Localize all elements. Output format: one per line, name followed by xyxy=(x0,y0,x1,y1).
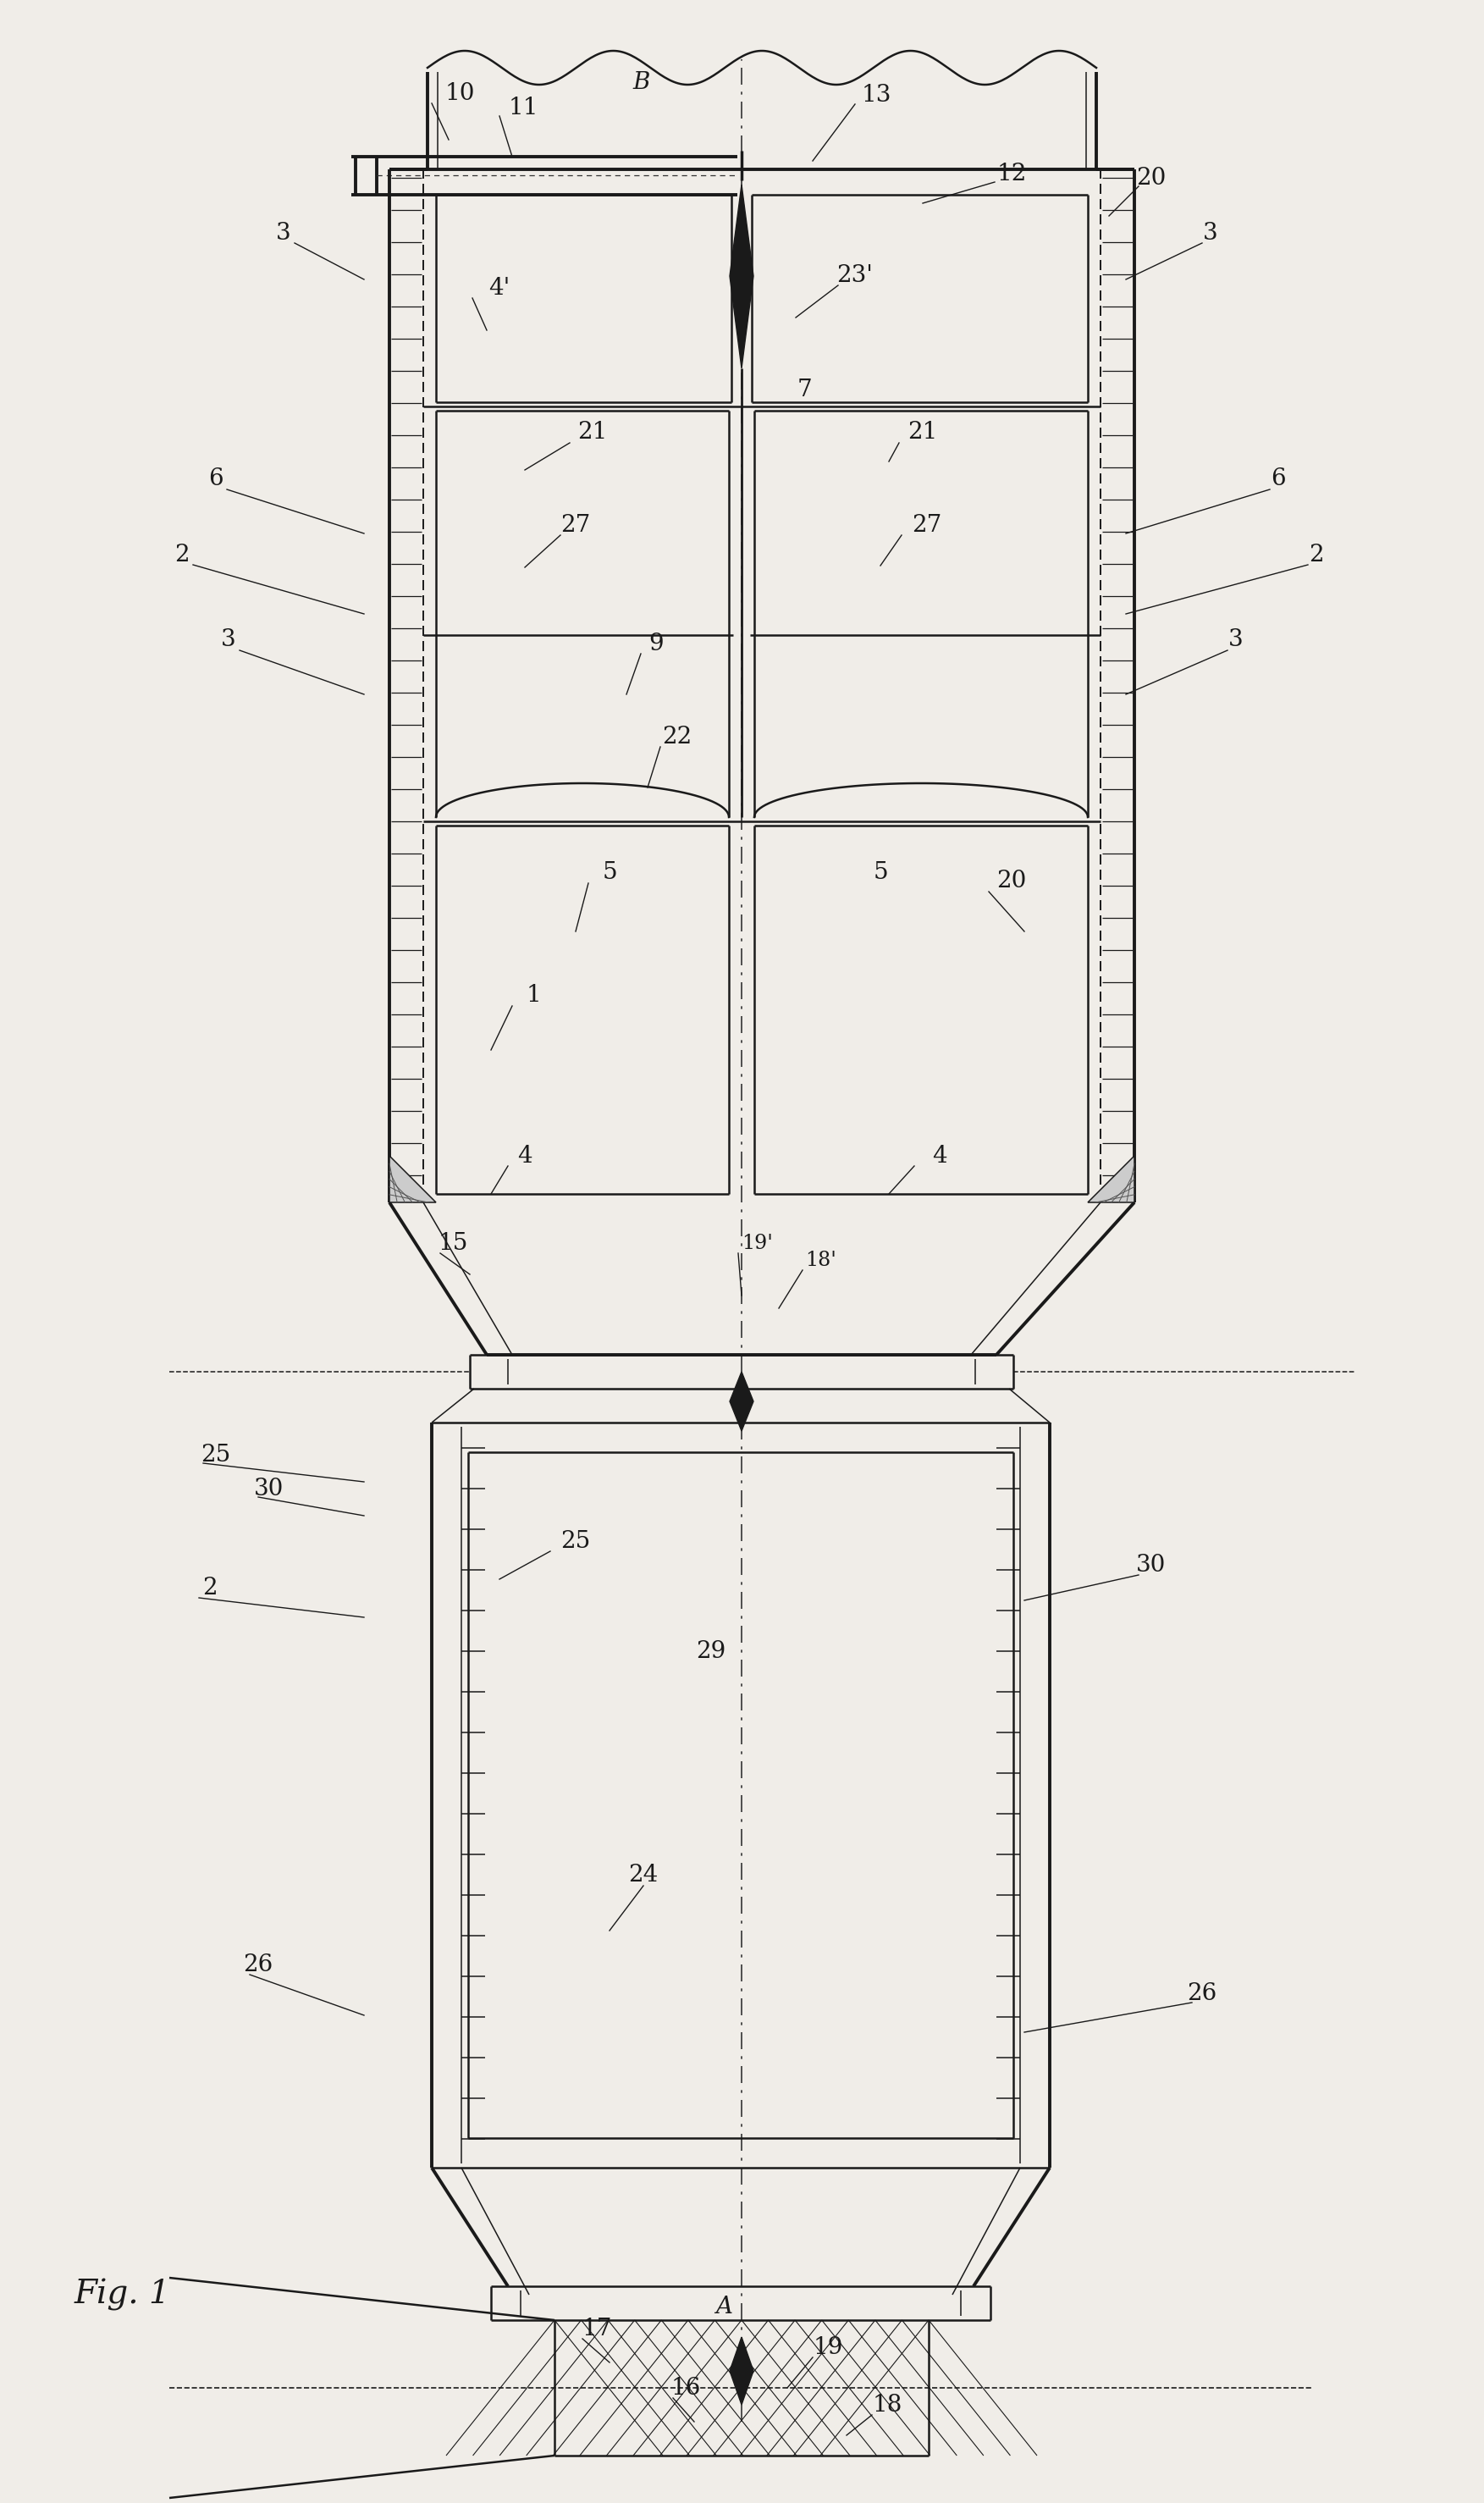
Text: 11: 11 xyxy=(508,95,539,120)
Text: 30: 30 xyxy=(1137,1554,1166,1577)
Text: 7: 7 xyxy=(797,378,812,400)
Text: 4': 4' xyxy=(488,275,510,300)
Text: 24: 24 xyxy=(628,1865,659,1887)
Text: 19: 19 xyxy=(813,2335,843,2358)
Text: 19': 19' xyxy=(742,1234,773,1254)
Text: 22: 22 xyxy=(662,726,692,748)
Text: B: B xyxy=(634,70,650,93)
Text: 9: 9 xyxy=(649,633,663,656)
Text: 18': 18' xyxy=(806,1249,837,1269)
Text: 3: 3 xyxy=(276,220,291,245)
Text: 20: 20 xyxy=(997,869,1027,891)
Polygon shape xyxy=(1088,1156,1134,1201)
Polygon shape xyxy=(730,2338,754,2405)
Text: 3: 3 xyxy=(1229,628,1244,651)
Text: 25: 25 xyxy=(200,1444,232,1467)
Text: 23': 23' xyxy=(837,263,873,288)
Text: 17: 17 xyxy=(582,2318,611,2340)
Text: 27: 27 xyxy=(561,513,591,536)
Text: 5: 5 xyxy=(873,861,887,884)
Text: 26: 26 xyxy=(1187,1982,1217,2005)
Text: 4: 4 xyxy=(932,1144,947,1166)
Text: 3: 3 xyxy=(1204,220,1218,245)
Text: Fig. 1: Fig. 1 xyxy=(74,2278,171,2310)
Text: 3: 3 xyxy=(221,628,236,651)
Text: 29: 29 xyxy=(696,1639,726,1662)
Text: 6: 6 xyxy=(208,468,223,491)
Polygon shape xyxy=(730,185,754,368)
Text: 15: 15 xyxy=(438,1231,467,1254)
Text: 6: 6 xyxy=(1270,468,1285,491)
Text: 20: 20 xyxy=(1137,165,1166,190)
Text: 25: 25 xyxy=(561,1529,591,1552)
Text: 12: 12 xyxy=(997,163,1027,185)
Text: 2: 2 xyxy=(175,543,190,566)
Text: 10: 10 xyxy=(445,83,475,105)
Text: 16: 16 xyxy=(671,2375,700,2400)
Text: 27: 27 xyxy=(913,513,942,536)
Text: 21: 21 xyxy=(577,421,607,443)
Polygon shape xyxy=(389,1156,436,1201)
Text: 1: 1 xyxy=(525,984,540,1006)
Text: 13: 13 xyxy=(861,83,892,105)
Text: 18: 18 xyxy=(873,2393,902,2415)
Polygon shape xyxy=(730,1372,754,1432)
Text: 26: 26 xyxy=(243,1952,273,1975)
Text: A: A xyxy=(715,2295,732,2318)
Text: 21: 21 xyxy=(908,421,938,443)
Text: 5: 5 xyxy=(603,861,617,884)
Text: 4: 4 xyxy=(518,1144,533,1166)
Text: 30: 30 xyxy=(254,1477,283,1499)
Text: 2: 2 xyxy=(202,1577,217,1599)
Text: 2: 2 xyxy=(1309,543,1324,566)
